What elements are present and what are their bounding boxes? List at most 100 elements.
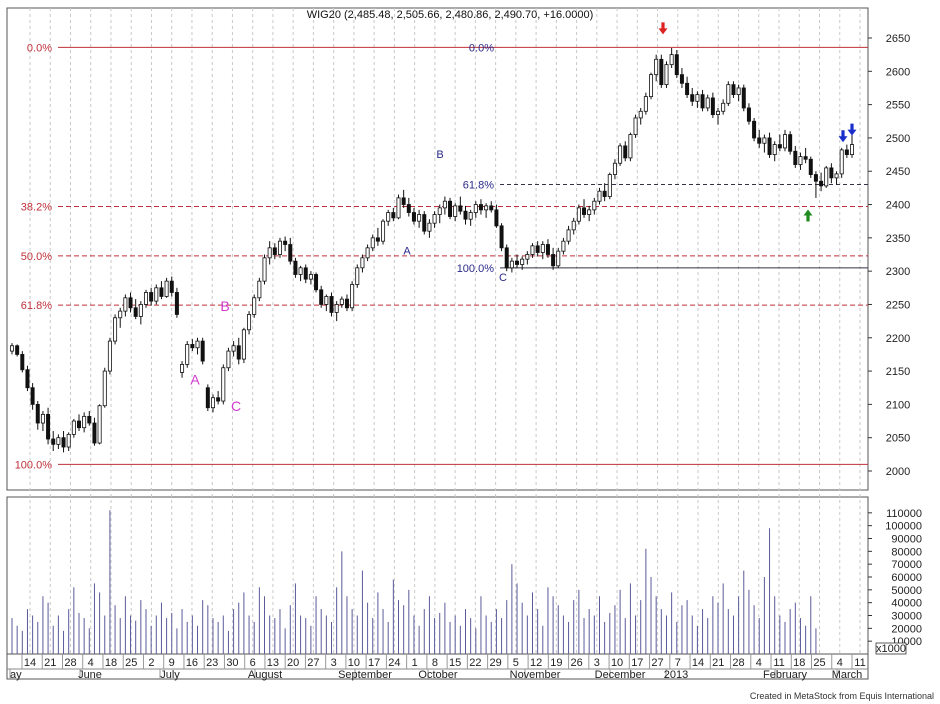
candle-86 [453, 203, 458, 222]
candle-106 [556, 247, 561, 268]
candle-body [391, 212, 396, 219]
candle-57 [303, 264, 308, 284]
month-label-9: February [763, 669, 808, 681]
price-tick-label-1: 2600 [886, 66, 910, 78]
candle-132 [690, 87, 695, 106]
candle-body [674, 54, 679, 76]
candle-body [102, 370, 107, 407]
candle-8 [51, 431, 56, 452]
candle-66 [350, 281, 355, 312]
volume-tick-label-9: 20000 [891, 623, 922, 635]
candle-body [216, 397, 221, 402]
fib-left-label-3: 61.8% [21, 300, 52, 312]
candle-162 [844, 144, 849, 158]
candle-30 [164, 277, 169, 298]
price-tick-label-7: 2300 [886, 266, 910, 278]
candle-34 [185, 341, 190, 368]
date-tick-label-24: 5 [513, 657, 519, 669]
candle-body [731, 84, 736, 96]
candle-body [793, 150, 798, 165]
candle-body [808, 158, 813, 175]
candle-body [468, 212, 473, 220]
candle-body [638, 110, 643, 119]
fib-right-label-2: 100.0% [457, 263, 495, 275]
candle-body [628, 134, 633, 159]
candle-120 [628, 132, 633, 162]
wave-label-c-5: C [499, 272, 507, 284]
candle-89 [468, 209, 473, 226]
candle-153 [798, 152, 803, 170]
candle-body [40, 413, 45, 424]
candle-61 [324, 294, 329, 312]
candle-157 [819, 172, 824, 192]
month-label-8: 2013 [664, 669, 688, 681]
date-tick-label-33: 14 [692, 657, 704, 669]
candle-151 [788, 131, 793, 155]
candle-98 [515, 254, 520, 268]
candle-body [741, 87, 746, 109]
candle-85 [448, 197, 453, 220]
date-tick-label-21: 15 [449, 657, 461, 669]
candle-71 [375, 227, 380, 246]
candle-121 [633, 114, 638, 138]
candle-7 [46, 407, 51, 445]
candle-139 [726, 81, 731, 106]
candle-body [396, 197, 401, 219]
chart-frame [6, 7, 869, 680]
candle-136 [710, 92, 715, 118]
candle-body [649, 74, 654, 98]
candle-body [107, 340, 112, 372]
candle-24 [133, 299, 138, 320]
candle-body [607, 174, 612, 197]
candle-body [788, 134, 793, 152]
candle-body [241, 329, 246, 360]
candle-body [478, 204, 483, 211]
candle-101 [530, 243, 535, 258]
candle-body [504, 247, 509, 269]
date-tick-label-25: 12 [530, 657, 542, 669]
candle-65 [344, 294, 349, 312]
candle-144 [752, 117, 757, 142]
candle-99 [520, 256, 525, 270]
fib-right-label-1: 61.8% [463, 180, 494, 192]
candle-body [494, 209, 499, 227]
date-tick-label-10: 30 [226, 657, 238, 669]
candle-body [339, 298, 344, 305]
candle-body [118, 310, 123, 319]
candle-119 [623, 141, 628, 162]
candle-body [803, 156, 808, 160]
candle-body [695, 94, 700, 102]
candle-body [437, 207, 442, 215]
candle-body [143, 292, 148, 305]
candle-body [226, 350, 231, 369]
candle-body [489, 205, 494, 211]
date-tick-label-31: 27 [651, 657, 663, 669]
month-label-6: November [510, 669, 561, 681]
candle-body [664, 64, 669, 86]
candle-body [422, 214, 427, 232]
date-axis: 14 21 28 4 18 25 2 9 16 23 30 6 13 20 27 3 10 17 24 1 8 15 22 2… [9, 654, 866, 681]
candle-88 [463, 205, 468, 225]
candle-142 [741, 84, 746, 112]
candle-body [458, 205, 463, 212]
candle-body [319, 289, 324, 305]
candle-160 [834, 171, 839, 185]
candle-body [97, 405, 102, 444]
candle-body [417, 214, 422, 222]
candle-body [726, 84, 731, 104]
candle-129 [674, 49, 679, 78]
candle-body [783, 134, 788, 149]
candle-58 [308, 271, 313, 285]
candle-13 [76, 414, 81, 432]
date-tick-label-36: 4 [756, 657, 762, 669]
candle-body [221, 367, 226, 402]
candle-body [427, 222, 432, 232]
candle-156 [813, 171, 818, 198]
candle-body [612, 162, 617, 175]
candle-138 [721, 99, 726, 115]
month-label-2: July [160, 669, 180, 681]
candle-body [71, 420, 76, 435]
date-tick-label-3: 4 [88, 657, 94, 669]
candle-23 [128, 292, 133, 313]
candle-50 [267, 241, 272, 265]
